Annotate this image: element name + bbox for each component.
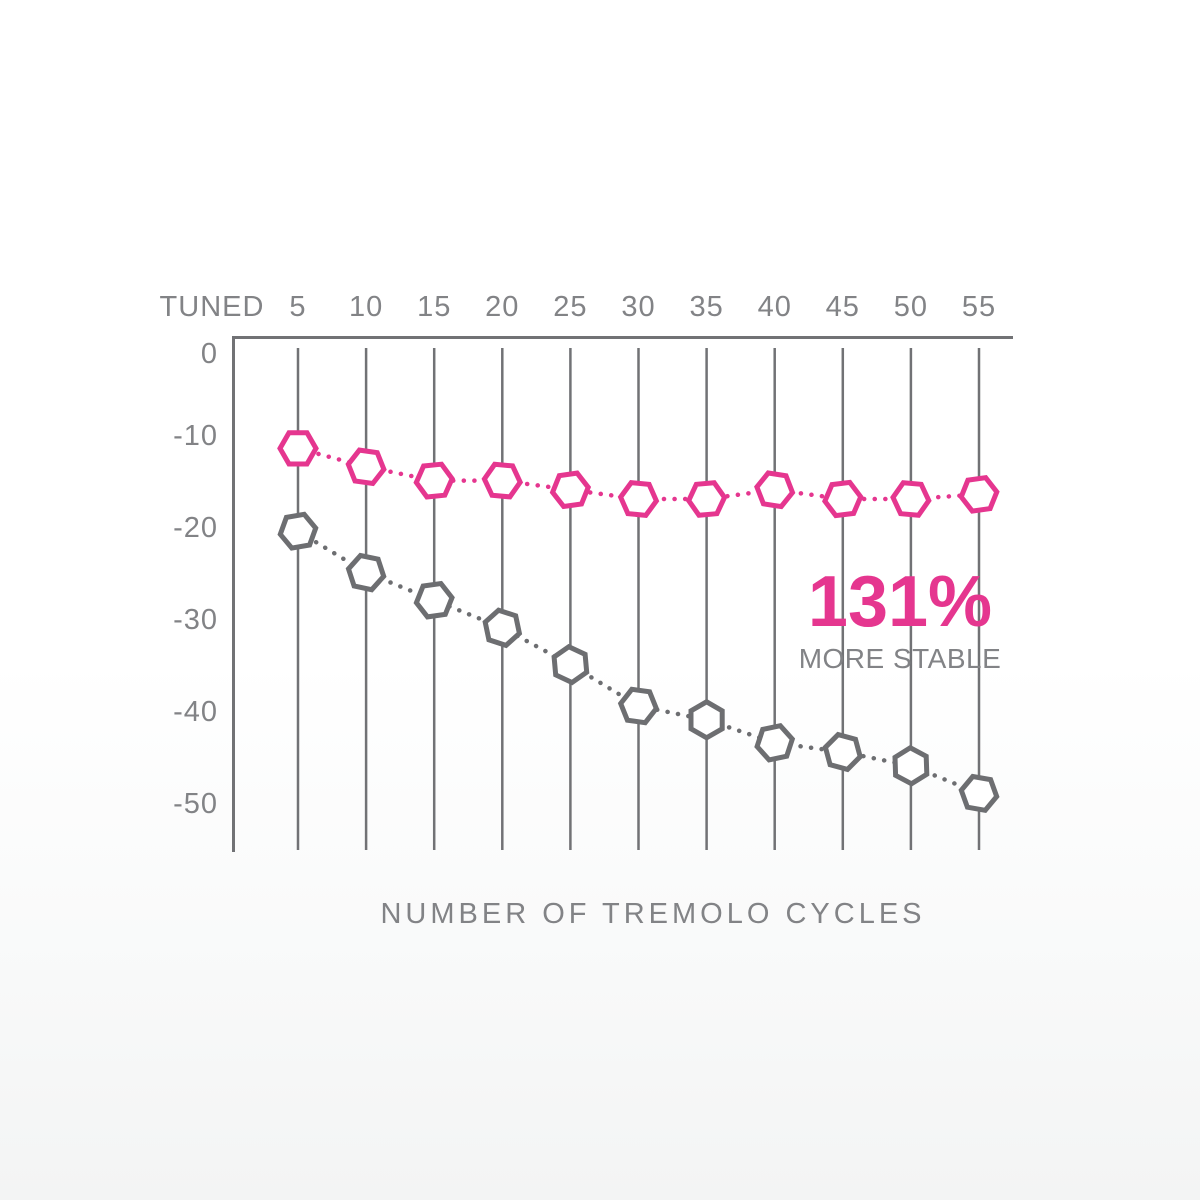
hexagon-marker (688, 698, 725, 741)
hexagon-marker (277, 511, 319, 551)
hexagon-marker (345, 552, 387, 593)
annotation-value: 131% (807, 562, 993, 642)
hexagon-marker (890, 480, 932, 518)
y-tick-label: 0 (201, 338, 218, 370)
hexagon-marker (892, 744, 930, 787)
y-tick-label: -20 (173, 512, 218, 544)
hexagon-marker (617, 686, 660, 726)
series-dotted-line (295, 446, 982, 502)
hexagon-marker (481, 461, 524, 500)
annotation-label: MORE STABLE (798, 643, 1002, 674)
x-tick-label: 20 (485, 291, 519, 323)
hexagon-marker (413, 580, 455, 620)
hexagon-marker (549, 470, 592, 510)
x-tick-label: 10 (349, 291, 383, 323)
y-tick-label: -30 (173, 604, 218, 636)
y-tick-label: -10 (173, 420, 218, 452)
hexagon-marker (277, 430, 319, 467)
stability-annotation: 131% MORE STABLE (770, 566, 1030, 675)
x-tick-label: 45 (826, 291, 860, 323)
x-axis-title: NUMBER OF TREMOLO CYCLES (380, 898, 926, 930)
y-tick-label: -40 (173, 696, 218, 728)
x-tick-label: 40 (758, 291, 792, 323)
x-tick-label: 15 (417, 291, 451, 323)
hexagon-marker (958, 475, 1000, 514)
x-tick-label: 55 (962, 291, 996, 323)
hexagon-marker (754, 470, 796, 510)
x-tick-label: 50 (894, 291, 928, 323)
hexagon-marker (754, 722, 796, 763)
hexagon-marker (413, 461, 455, 500)
hexagon-marker (551, 643, 590, 686)
x-tick-label: 30 (621, 291, 655, 323)
hexagon-marker (685, 480, 728, 518)
hexagon-marker (958, 773, 1000, 814)
x-tick-label: TUNED (160, 291, 265, 323)
x-tick-label: 5 (289, 291, 306, 323)
y-tick-label: -50 (173, 788, 218, 820)
x-tick-label: 25 (553, 291, 587, 323)
x-tick-label: 35 (689, 291, 723, 323)
hexagon-marker (822, 479, 864, 519)
hexagon-marker (617, 479, 660, 519)
hexagon-marker (482, 607, 523, 649)
hexagon-marker (822, 731, 863, 773)
hexagon-marker (345, 447, 387, 487)
